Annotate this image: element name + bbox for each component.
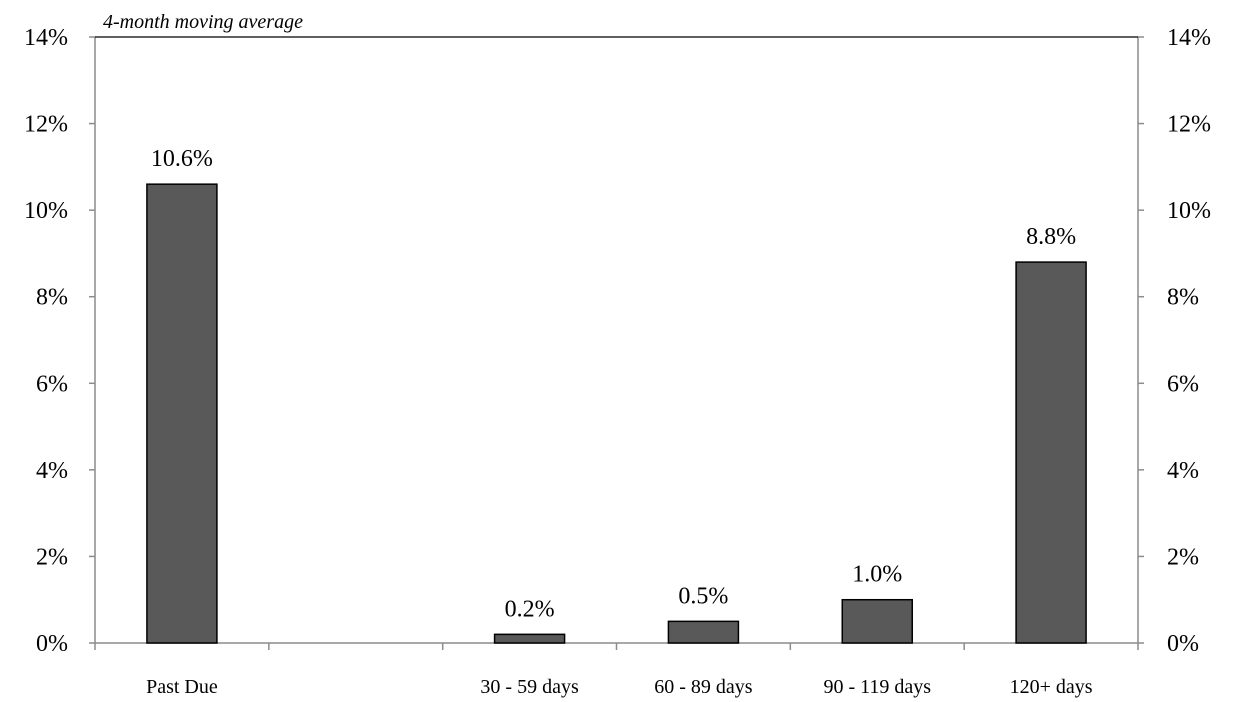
x-category-label: 90 - 119 days <box>823 676 931 698</box>
data-label: 0.5% <box>678 583 728 609</box>
data-label: 8.8% <box>1026 224 1076 250</box>
x-category-label: 30 - 59 days <box>480 676 579 698</box>
right-y-tick-label: 8% <box>1167 285 1199 311</box>
x-category-label: 60 - 89 days <box>654 676 753 698</box>
right-y-tick-label: 14% <box>1167 25 1211 51</box>
bar <box>1015 261 1087 644</box>
left-y-tick-label: 0% <box>36 631 68 657</box>
bar <box>493 633 566 644</box>
left-y-tick-label: 2% <box>36 544 68 570</box>
chart-subtitle: 4-month moving average <box>103 11 303 33</box>
left-y-tick-label: 8% <box>36 285 68 311</box>
right-y-tick-label: 12% <box>1167 112 1211 138</box>
data-label: 1.0% <box>852 562 902 588</box>
right-y-tick-label: 2% <box>1167 544 1199 570</box>
right-y-tick-label: 4% <box>1167 458 1199 484</box>
x-category-label: Past Due <box>146 676 218 698</box>
left-y-tick-label: 10% <box>24 198 68 224</box>
left-y-tick-label: 4% <box>36 458 68 484</box>
data-label: 10.6% <box>151 146 213 172</box>
right-y-tick-label: 0% <box>1167 631 1199 657</box>
bar <box>667 620 740 644</box>
left-y-tick-label: 12% <box>24 112 68 138</box>
data-label: 0.2% <box>505 596 555 622</box>
right-y-tick-label: 6% <box>1167 371 1199 397</box>
bar <box>146 183 218 644</box>
x-category-label: 120+ days <box>1010 676 1093 698</box>
left-y-tick-label: 6% <box>36 371 68 397</box>
left-y-tick-label: 14% <box>24 25 68 51</box>
bar <box>841 598 913 644</box>
right-y-tick-label: 10% <box>1167 198 1211 224</box>
